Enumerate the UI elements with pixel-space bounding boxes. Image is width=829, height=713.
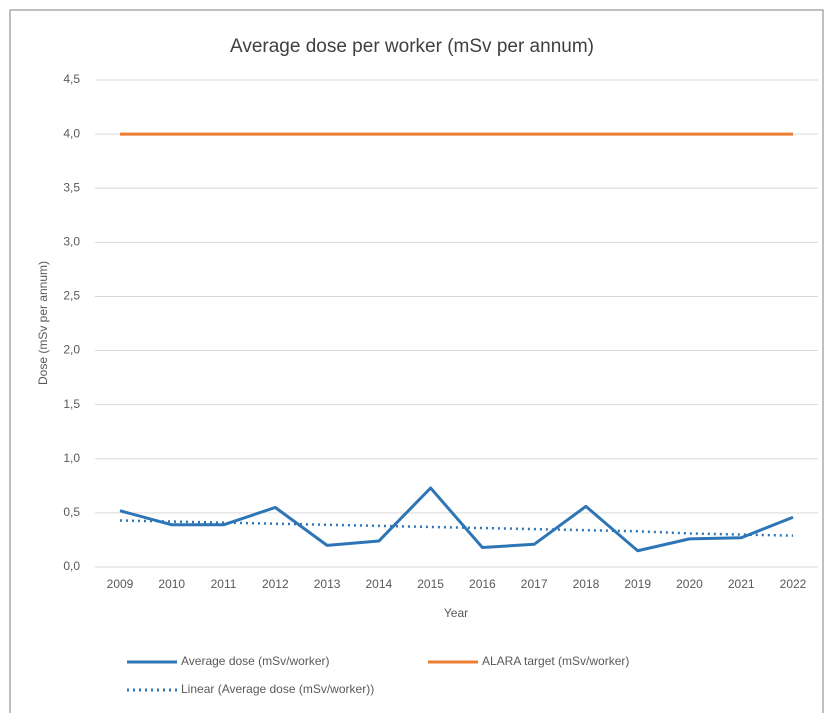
y-tick-label: 4,0 (63, 126, 80, 140)
x-axis-label: Year (444, 606, 468, 620)
x-tick-label: 2018 (573, 577, 600, 591)
x-tick-label: 2009 (107, 577, 134, 591)
data-line (119, 519, 794, 537)
y-tick-label: 0,5 (63, 505, 80, 519)
x-tick-label: 2014 (365, 577, 392, 591)
x-tick-label: 2016 (469, 577, 496, 591)
y-tick-label: 2,5 (63, 289, 80, 303)
x-tick-label: 2019 (624, 577, 651, 591)
y-tick-label: 2,0 (63, 343, 80, 357)
x-tick-label: 2017 (521, 577, 548, 591)
y-tick-label: 1,5 (63, 397, 80, 411)
y-tick-label: 4,5 (63, 72, 80, 86)
x-tick-label: 2022 (780, 577, 807, 591)
legend-label: Average dose (mSv/worker) (181, 654, 330, 668)
x-tick-label: 2020 (676, 577, 703, 591)
x-tick-label: 2012 (262, 577, 289, 591)
legend-label: Linear (Average dose (mSv/worker)) (181, 682, 374, 696)
chart-frame (9, 9, 824, 713)
y-tick-label: 3,0 (63, 235, 80, 249)
chart-title: Average dose per worker (mSv per annum) (230, 36, 594, 57)
y-tick-label: 3,5 (63, 180, 80, 194)
x-tick-label: 2010 (158, 577, 185, 591)
x-tick-label: 2021 (728, 577, 755, 591)
legend-label: ALARA target (mSv/worker) (482, 654, 629, 668)
x-tick-label: 2013 (314, 577, 341, 591)
x-tick-label: 2011 (211, 577, 237, 591)
y-tick-label: 0,0 (63, 559, 80, 573)
data-line (119, 486, 794, 553)
y-tick-label: 1,0 (63, 451, 80, 465)
y-axis-label: Dose (mSv per annum) (36, 261, 50, 385)
x-tick-label: 2015 (417, 577, 444, 591)
